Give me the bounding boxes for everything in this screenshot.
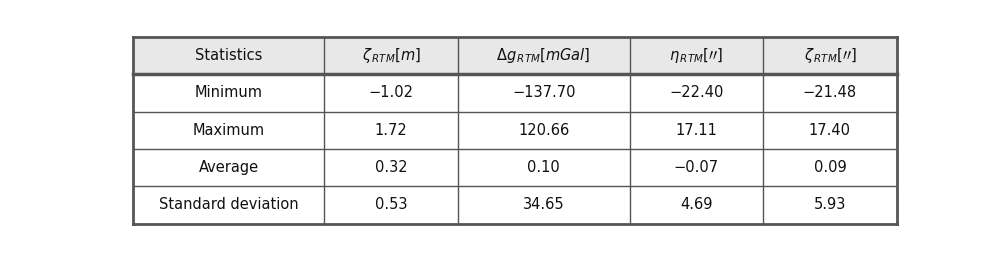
Text: −0.07: −0.07 bbox=[673, 160, 719, 175]
Text: Statistics: Statistics bbox=[195, 48, 262, 63]
Text: $\zeta_{\,RTM}[m]$: $\zeta_{\,RTM}[m]$ bbox=[362, 46, 420, 65]
Text: −22.40: −22.40 bbox=[669, 85, 724, 100]
Text: Standard deviation: Standard deviation bbox=[159, 197, 298, 213]
Text: 0.53: 0.53 bbox=[375, 197, 407, 213]
Text: $\Delta g_{\,RTM}[mGal]$: $\Delta g_{\,RTM}[mGal]$ bbox=[496, 46, 591, 65]
Text: 120.66: 120.66 bbox=[518, 123, 569, 138]
Text: Minimum: Minimum bbox=[195, 85, 263, 100]
Text: 17.40: 17.40 bbox=[809, 123, 851, 138]
Text: 1.72: 1.72 bbox=[375, 123, 407, 138]
Text: −137.70: −137.70 bbox=[512, 85, 576, 100]
Text: 0.09: 0.09 bbox=[814, 160, 846, 175]
Text: −21.48: −21.48 bbox=[803, 85, 857, 100]
Text: 17.11: 17.11 bbox=[675, 123, 718, 138]
Text: 4.69: 4.69 bbox=[680, 197, 713, 213]
Text: 0.10: 0.10 bbox=[528, 160, 560, 175]
Text: Maximum: Maximum bbox=[193, 123, 265, 138]
Bar bbox=[134, 37, 896, 74]
Text: 34.65: 34.65 bbox=[523, 197, 565, 213]
Text: 5.93: 5.93 bbox=[814, 197, 846, 213]
Text: 0.32: 0.32 bbox=[375, 160, 407, 175]
Text: $\eta_{\,RTM}[\prime\prime]$: $\eta_{\,RTM}[\prime\prime]$ bbox=[669, 46, 724, 65]
Text: −1.02: −1.02 bbox=[369, 85, 413, 100]
Text: $\zeta_{\,RTM}[\prime\prime]$: $\zeta_{\,RTM}[\prime\prime]$ bbox=[804, 46, 856, 65]
Text: Average: Average bbox=[199, 160, 259, 175]
